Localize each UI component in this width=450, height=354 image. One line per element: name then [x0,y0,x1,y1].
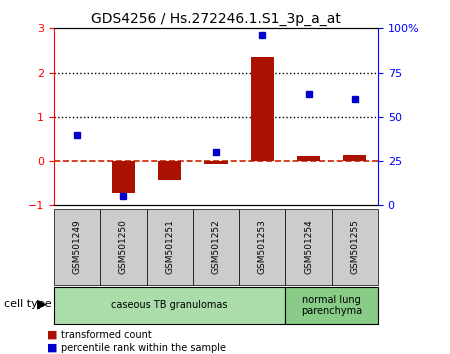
Text: cell type: cell type [4,298,52,309]
Bar [204,161,228,164]
Text: GSM501254: GSM501254 [304,219,313,274]
Text: ■: ■ [47,343,58,353]
Bar [343,155,366,161]
Text: normal lung
parenchyma: normal lung parenchyma [301,295,362,316]
Text: ▶: ▶ [37,297,47,310]
Text: percentile rank within the sample: percentile rank within the sample [61,343,226,353]
Text: caseous TB granulomas: caseous TB granulomas [112,300,228,310]
Text: GSM501253: GSM501253 [258,219,267,274]
Text: GSM501252: GSM501252 [212,219,220,274]
Title: GDS4256 / Hs.272246.1.S1_3p_a_at: GDS4256 / Hs.272246.1.S1_3p_a_at [91,12,341,26]
Text: GSM501249: GSM501249 [72,219,81,274]
Text: transformed count: transformed count [61,330,152,339]
Bar [112,161,135,193]
Bar [251,57,274,161]
Bar [158,161,181,179]
Text: ■: ■ [47,330,58,339]
Text: GSM501255: GSM501255 [351,219,360,274]
Text: GSM501250: GSM501250 [119,219,128,274]
Bar [297,156,320,161]
Text: GSM501251: GSM501251 [165,219,174,274]
